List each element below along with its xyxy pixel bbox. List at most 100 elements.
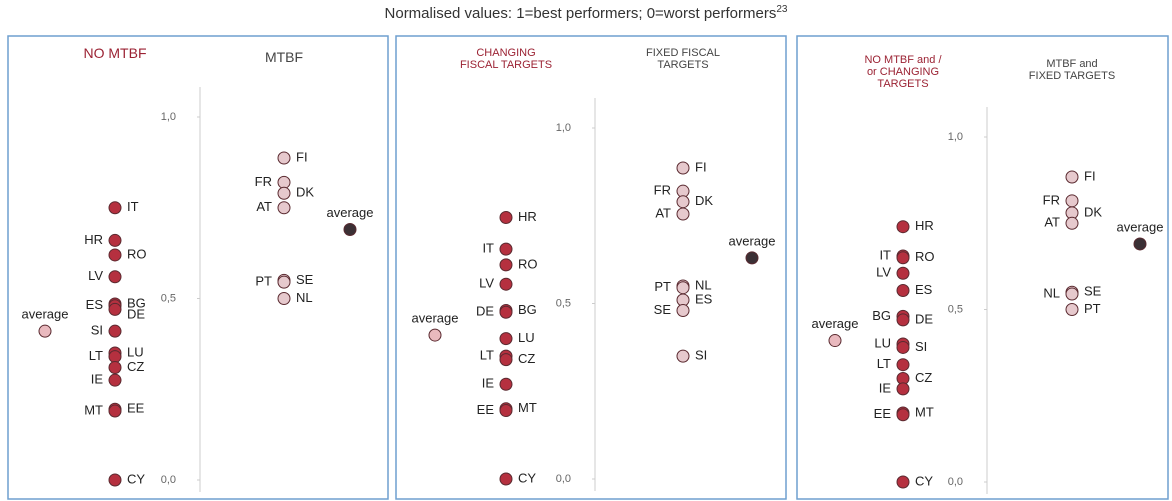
dot xyxy=(676,161,690,175)
dot xyxy=(676,207,690,221)
dot xyxy=(676,304,690,318)
point-label: LV xyxy=(479,276,494,291)
average-dot xyxy=(745,251,759,265)
y-tick-label: 0,5 xyxy=(161,292,176,304)
point-label: EE xyxy=(477,402,495,417)
point-label: EE xyxy=(127,401,145,416)
group-title: FIXED FISCAL TARGETS xyxy=(646,47,720,71)
average-dot xyxy=(38,324,52,338)
average-dot xyxy=(428,328,442,342)
point-label: DE xyxy=(915,311,933,326)
dot xyxy=(499,472,513,486)
y-tick-label: 1,0 xyxy=(948,131,963,143)
point-label: CZ xyxy=(518,351,535,366)
page-title: Normalised values: 1=best performers; 0=… xyxy=(0,4,1172,22)
dot xyxy=(1065,170,1079,184)
average-label: average xyxy=(412,311,459,326)
average-label: average xyxy=(327,205,374,220)
dot xyxy=(896,284,910,298)
point-label: DK xyxy=(695,193,713,208)
dot xyxy=(896,408,910,422)
point-label: DK xyxy=(1084,204,1102,219)
dot xyxy=(108,324,122,338)
point-label: PT xyxy=(255,274,272,289)
dot xyxy=(499,404,513,418)
point-label: LU xyxy=(874,335,891,350)
point-label: ES xyxy=(695,291,713,306)
dot xyxy=(896,475,910,489)
point-label: LT xyxy=(480,348,494,363)
point-label: LU xyxy=(518,330,535,345)
group-title: MTBF xyxy=(264,49,304,65)
point-label: FI xyxy=(695,159,707,174)
point-label: FI xyxy=(296,149,308,164)
point-label: CY xyxy=(127,471,145,486)
panel-frame xyxy=(395,35,787,500)
point-label: BG xyxy=(127,295,146,310)
point-label: MT xyxy=(915,404,934,419)
dot xyxy=(1065,303,1079,316)
point-label: ES xyxy=(86,297,104,312)
point-label: CZ xyxy=(127,359,144,374)
y-tick-label: 1,0 xyxy=(161,111,176,123)
point-label: SE xyxy=(296,272,314,287)
dot xyxy=(277,175,291,189)
point-label: CZ xyxy=(915,370,932,385)
point-label: NL xyxy=(1043,285,1060,300)
dot xyxy=(499,305,513,319)
point-label: IT xyxy=(127,199,139,214)
point-label: SI xyxy=(695,348,707,363)
point-label: DE xyxy=(127,306,145,321)
point-label: EE xyxy=(874,406,892,421)
dot xyxy=(277,275,291,289)
dot xyxy=(108,404,122,418)
point-label: LU xyxy=(127,344,144,359)
point-label: SI xyxy=(915,339,927,354)
dot xyxy=(108,360,122,374)
point-label: PT xyxy=(654,279,671,294)
y-tick-label: 0,0 xyxy=(161,474,176,486)
dot xyxy=(896,382,910,396)
title-text: Normalised values: 1=best performers; 0=… xyxy=(384,5,777,22)
average-dot xyxy=(828,334,842,348)
y-tick-label: 0,0 xyxy=(556,473,571,485)
average-label: average xyxy=(22,307,69,322)
point-label: AT xyxy=(256,199,272,214)
dot xyxy=(676,195,690,209)
group-title: NO MTBF xyxy=(83,45,147,61)
point-label: FR xyxy=(1043,192,1060,207)
group-title: CHANGING FISCAL TARGETS xyxy=(459,47,553,71)
dot xyxy=(1065,194,1079,208)
y-tick-label: 1,0 xyxy=(556,122,571,134)
point-label: MT xyxy=(84,402,103,417)
group-title: NO MTBF and / or CHANGING TARGETS xyxy=(864,54,942,90)
point-label: ES xyxy=(915,282,933,297)
point-label: IT xyxy=(879,247,891,262)
point-label: PT xyxy=(1084,301,1101,316)
point-label: HR xyxy=(518,209,537,224)
dot xyxy=(108,248,122,262)
dot xyxy=(896,313,910,327)
point-label: HR xyxy=(84,232,103,247)
dot xyxy=(277,292,291,305)
point-label: RO xyxy=(518,256,538,271)
dot xyxy=(499,242,513,256)
point-label: CY xyxy=(518,470,536,485)
point-label: BG xyxy=(518,302,537,317)
point-label: DK xyxy=(296,185,314,200)
point-label: IE xyxy=(91,372,104,387)
point-label: FI xyxy=(1084,168,1096,183)
group-title: MTBF and FIXED TARGETS xyxy=(1028,58,1116,82)
title-note: 23 xyxy=(776,4,788,15)
y-tick-label: 0,5 xyxy=(556,297,571,309)
dot xyxy=(896,266,910,280)
point-label: HR xyxy=(915,218,934,233)
point-label: IE xyxy=(482,376,495,391)
average-label: average xyxy=(812,316,859,331)
average-label: average xyxy=(1117,219,1164,234)
point-label: CY xyxy=(915,473,933,488)
point-label: LT xyxy=(877,356,891,371)
dot xyxy=(277,201,291,215)
dot xyxy=(499,377,513,391)
dot xyxy=(277,186,291,200)
